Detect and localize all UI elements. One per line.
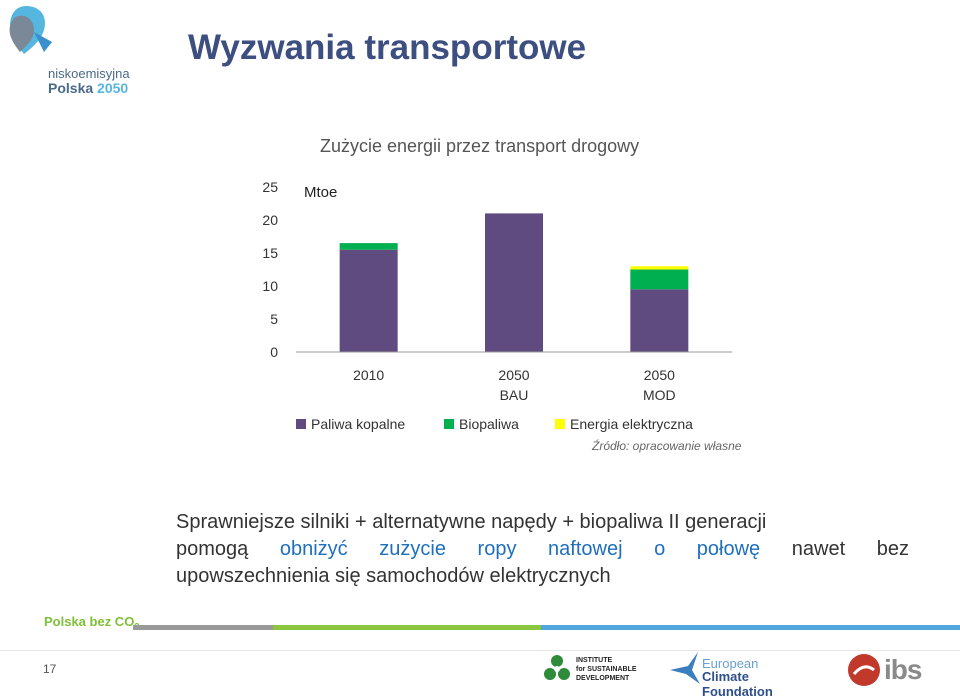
- legend-item: Energia elektryczna: [555, 416, 693, 432]
- niskoemisyjna-polska-logo: niskoemisyjna Polska 2050: [4, 2, 144, 98]
- y-tick-label: 10: [262, 278, 278, 294]
- ibs-emblem-icon: [848, 654, 880, 686]
- x-tick-label: BAU: [500, 387, 529, 403]
- polska-bez-co2-logo: Polska bez CO2: [44, 614, 139, 632]
- y-axis-unit-label: Mtoe: [304, 184, 337, 201]
- footer-divider: [0, 650, 960, 651]
- bar-segment: [339, 243, 398, 250]
- body-word: pomogą: [176, 538, 249, 560]
- legend-item: Biopaliwa: [444, 416, 519, 432]
- isd-emblem-icon: [544, 655, 570, 680]
- x-tick-label: 2050: [498, 367, 529, 383]
- legend-swatch: [444, 419, 454, 429]
- ecf-line2: Climate Foundation: [702, 669, 773, 699]
- legend-swatch: [296, 419, 306, 429]
- body-line-3: upowszechnienia się samochodów elektrycz…: [176, 565, 611, 587]
- bar-segment: [339, 249, 398, 352]
- logo-line2: Polska 2050: [48, 80, 129, 96]
- body-word: o: [654, 538, 666, 560]
- y-tick-label: 0: [270, 344, 278, 360]
- body-line-2: pomogą obniżyć zużycie ropy naftowej o połowę n…: [176, 536, 909, 563]
- legend-label: Paliwa kopalne: [311, 416, 406, 432]
- body-word: nawet: [791, 538, 846, 560]
- bar-segment: [485, 213, 543, 352]
- body-word: bez: [876, 538, 909, 560]
- ibs-text: ibs: [884, 654, 922, 685]
- isd-text: INSTITUTE for SUSTAINABLE DEVELOPMENT: [576, 657, 637, 682]
- y-tick-label: 5: [270, 311, 278, 327]
- isd-logo: INSTITUTE for SUSTAINABLE DEVELOPMENT: [542, 652, 657, 688]
- body-word: naftowej: [548, 538, 623, 560]
- legend-swatch: [555, 419, 565, 429]
- ibs-logo: ibs: [846, 652, 936, 690]
- ecf-line1: European: [702, 656, 759, 671]
- bar-segment: [630, 266, 689, 270]
- balloon-icon: [9, 6, 52, 54]
- legend-label: Energia elektryczna: [570, 416, 693, 432]
- y-tick-label: 15: [262, 245, 278, 261]
- bar-segment: [630, 269, 689, 290]
- body-paragraph: Sprawniejsze silniki + alternatywne napę…: [176, 509, 909, 590]
- legend-label: Biopaliwa: [459, 416, 519, 432]
- bar-segment: [630, 289, 689, 352]
- footer-bar-segment: [273, 625, 541, 630]
- page-title: Wyzwania transportowe: [188, 28, 587, 67]
- y-tick-label: 25: [262, 179, 278, 195]
- x-tick-label: 2010: [353, 367, 384, 383]
- ecf-logo: European Climate Foundation: [668, 650, 818, 699]
- x-tick-label: 2050: [644, 367, 675, 383]
- legend-item: Paliwa kopalne: [296, 416, 405, 432]
- body-word: ropy: [477, 538, 517, 560]
- footer-color-bar: [133, 625, 960, 630]
- logo-line1: niskoemisyjna: [48, 66, 130, 81]
- y-tick-label: 20: [262, 212, 278, 228]
- x-tick-label: MOD: [643, 387, 676, 403]
- page-number: 17: [43, 662, 57, 676]
- chart-title: Zużycie energii przez transport drogowy: [320, 136, 640, 156]
- footer-bar-segment: [541, 625, 960, 630]
- body-word: obniżyć: [279, 538, 348, 560]
- body-line-1: Sprawniejsze silniki + alternatywne napę…: [176, 511, 767, 533]
- ecf-star-icon: [670, 652, 700, 684]
- body-word: połowę: [696, 538, 761, 560]
- footer-bar-segment: [133, 625, 273, 630]
- stacked-bar-chart: 0 5 10 15 20 25 Mtoe 2010 2050 BAU 2050 MOD: [262, 179, 732, 403]
- body-word: zużycie: [379, 538, 446, 560]
- chart-source: Źródło: opracowanie własne: [592, 439, 742, 453]
